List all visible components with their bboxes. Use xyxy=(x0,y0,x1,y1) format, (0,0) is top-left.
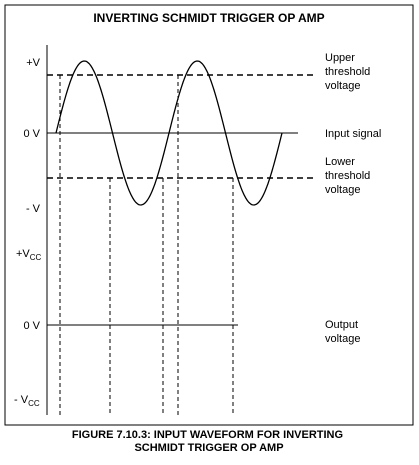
caption-line: FIGURE 7.10.3: INPUT WAVEFORM FOR INVERT… xyxy=(72,429,343,441)
input-sine xyxy=(55,60,283,206)
label-sub: CC xyxy=(28,399,40,408)
label-main: +V xyxy=(16,248,30,260)
label-line: threshold xyxy=(325,66,370,78)
output-minus-label: - VCC xyxy=(14,394,40,408)
title: INVERTING SCHMIDT TRIGGER OP AMP xyxy=(93,11,324,25)
caption: FIGURE 7.10.3: INPUT WAVEFORM FOR INVERT… xyxy=(72,429,346,454)
crossing-lines xyxy=(59,75,234,415)
label-line: voltage xyxy=(325,80,360,92)
input-zero-label: 0 V xyxy=(23,128,40,140)
output-voltage-label: Output voltage xyxy=(325,319,361,345)
label-line: threshold xyxy=(325,170,370,182)
upper-threshold-label: Upper threshold voltage xyxy=(325,52,373,92)
output-plus-label: +VCC xyxy=(16,248,42,262)
input-signal-label: Input signal xyxy=(325,128,381,140)
label-main: - V xyxy=(14,394,29,406)
input-minus-label: - V xyxy=(26,203,41,215)
caption-line: SCHMIDT TRIGGER OP AMP xyxy=(134,442,283,454)
frame xyxy=(4,4,414,426)
label-line: Lower xyxy=(325,156,355,168)
label-line: voltage xyxy=(325,184,360,196)
label-line: Output xyxy=(325,319,358,331)
label-sub: CC xyxy=(30,253,42,262)
label-line: Upper xyxy=(325,52,355,64)
label-line: voltage xyxy=(325,333,360,345)
input-plus-label: +V xyxy=(26,57,40,69)
output-zero-label: 0 V xyxy=(23,320,40,332)
lower-threshold-label: Lower threshold voltage xyxy=(325,156,373,196)
